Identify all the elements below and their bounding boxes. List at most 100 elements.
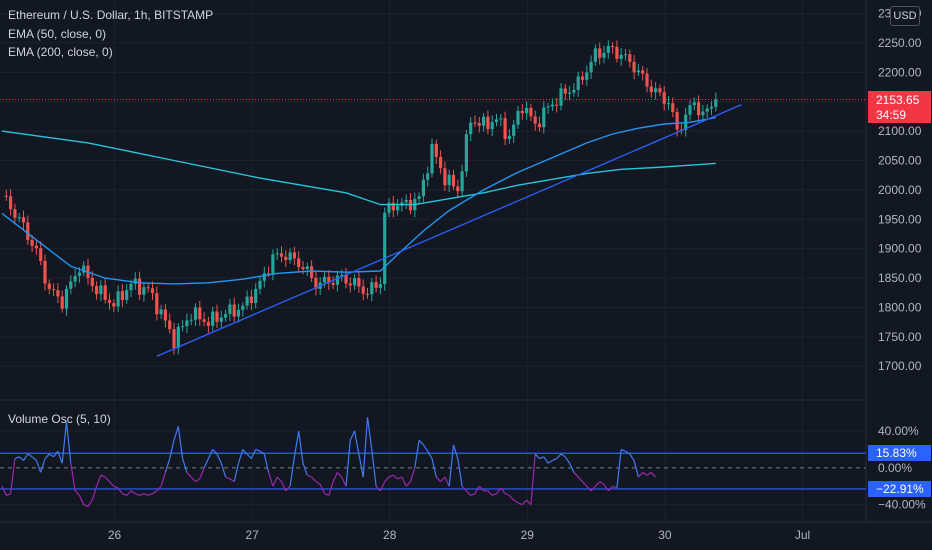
osc-segment bbox=[349, 430, 356, 441]
candle-body bbox=[520, 110, 524, 114]
candle-body bbox=[537, 123, 542, 128]
osc-segment bbox=[293, 430, 300, 457]
osc-segment bbox=[435, 476, 442, 483]
osc-segment bbox=[126, 490, 132, 496]
candle-body bbox=[714, 99, 718, 107]
candle-body bbox=[542, 107, 546, 128]
osc-segment bbox=[65, 421, 72, 464]
osc-segment bbox=[324, 493, 330, 496]
osc-segment bbox=[646, 471, 652, 476]
osc-segment bbox=[83, 504, 89, 508]
osc-segment bbox=[401, 476, 407, 487]
candle-body bbox=[232, 304, 236, 317]
candle-body bbox=[585, 72, 589, 80]
candle-body bbox=[215, 311, 219, 322]
candle-body bbox=[494, 119, 499, 123]
candle-body bbox=[378, 284, 382, 288]
osc-segment bbox=[61, 421, 68, 464]
osc-segment bbox=[371, 449, 377, 487]
osc-segment bbox=[259, 450, 265, 455]
time-tick-label: Jul bbox=[795, 528, 810, 542]
candle-body bbox=[387, 202, 391, 213]
candle-body bbox=[632, 61, 636, 73]
osc-segment bbox=[603, 484, 609, 492]
osc-segment bbox=[220, 463, 227, 478]
osc-segment bbox=[577, 476, 583, 483]
osc-segment bbox=[478, 485, 485, 492]
candle-body bbox=[649, 86, 653, 93]
candle-body bbox=[503, 118, 507, 139]
osc-segment bbox=[91, 486, 98, 501]
osc-segment bbox=[280, 481, 287, 492]
candle-body bbox=[275, 253, 279, 255]
candle-body bbox=[202, 319, 206, 322]
candle-body bbox=[529, 107, 533, 117]
candle-body bbox=[666, 103, 671, 105]
osc-segment bbox=[409, 467, 416, 482]
price-tick-label: 1750.00 bbox=[878, 330, 922, 344]
time-tick-label: 26 bbox=[108, 528, 122, 542]
osc-segment bbox=[18, 456, 24, 461]
candle-body bbox=[654, 88, 658, 93]
candle-body bbox=[589, 61, 593, 73]
osc-segment bbox=[345, 440, 351, 487]
symbol-legend[interactable]: Ethereum / U.S. Dollar, 1h, BITSTAMP bbox=[8, 8, 214, 22]
candle-body bbox=[709, 106, 714, 109]
candle-body bbox=[262, 273, 266, 281]
candle-body bbox=[447, 174, 451, 186]
osc-segment bbox=[225, 476, 231, 480]
candle-body bbox=[224, 314, 228, 318]
candle-body bbox=[99, 285, 103, 295]
osc-segment bbox=[470, 493, 476, 496]
ema-200-legend[interactable]: EMA (200, close, 0) bbox=[8, 45, 113, 59]
candle-body bbox=[477, 123, 481, 126]
osc-segment bbox=[164, 458, 171, 473]
candle-body bbox=[271, 254, 275, 274]
candle-body bbox=[559, 88, 563, 106]
candle-body bbox=[628, 54, 632, 62]
candle-body bbox=[305, 266, 309, 270]
osc-segment bbox=[199, 467, 205, 480]
osc-segment bbox=[216, 453, 222, 464]
candle-body bbox=[606, 45, 610, 53]
ema-50-legend[interactable]: EMA (50, close, 0) bbox=[8, 27, 107, 41]
osc-segment bbox=[444, 476, 450, 487]
osc-segment bbox=[122, 493, 127, 496]
osc-segment bbox=[57, 451, 63, 464]
candle-body bbox=[39, 248, 43, 261]
candle-body bbox=[4, 195, 8, 197]
osc-segment bbox=[203, 458, 209, 469]
candle-body bbox=[396, 205, 400, 211]
osc-segment bbox=[143, 493, 149, 496]
candle-body bbox=[13, 209, 17, 218]
candle-body bbox=[150, 288, 155, 294]
candle-body bbox=[181, 326, 185, 328]
currency-badge[interactable]: USD bbox=[890, 6, 920, 26]
candle-body bbox=[499, 118, 503, 120]
candle-body bbox=[434, 143, 438, 157]
candle-body bbox=[546, 106, 550, 108]
osc-segment bbox=[78, 495, 85, 505]
volume-oscillator bbox=[0, 417, 866, 508]
osc-segment bbox=[560, 453, 566, 458]
price-tick-label: 2050.00 bbox=[878, 153, 922, 167]
osc-segment bbox=[289, 456, 295, 487]
volume-osc-legend[interactable]: Volume Osc (5, 10) bbox=[8, 412, 111, 426]
trendline[interactable] bbox=[156, 104, 742, 357]
osc-segment bbox=[268, 472, 274, 487]
osc-segment bbox=[87, 499, 93, 507]
oscillator-axis: 40.00% 0.00% −40.00% bbox=[878, 424, 926, 512]
candle-body bbox=[236, 309, 241, 317]
ema-50-line bbox=[1, 116, 716, 285]
osc-segment bbox=[109, 481, 115, 487]
osc-segment bbox=[186, 472, 192, 478]
time-tick-label: 27 bbox=[245, 528, 259, 542]
osc-segment bbox=[6, 493, 11, 496]
osc-segment bbox=[332, 472, 338, 482]
osc-segment bbox=[517, 502, 523, 506]
osc-segment bbox=[74, 490, 80, 496]
osc-segment bbox=[375, 485, 381, 492]
osc-segment bbox=[35, 460, 42, 473]
candle-body bbox=[697, 102, 701, 116]
